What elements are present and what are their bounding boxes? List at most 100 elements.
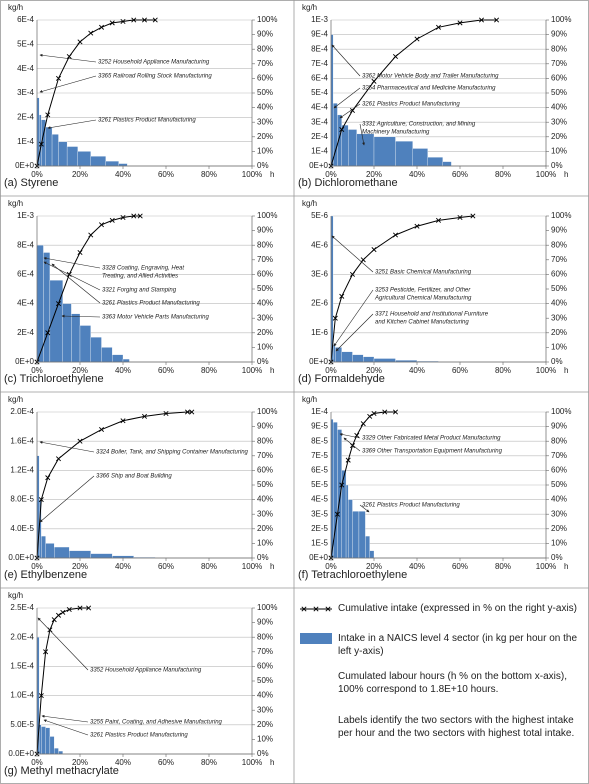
- bar: [58, 141, 68, 167]
- y2-tick-label: 0%: [257, 161, 269, 170]
- caption: (g) Methyl methacrylate: [4, 765, 119, 777]
- y-tick-label: 4E-4: [17, 299, 34, 308]
- cumulative-marker: [382, 409, 388, 415]
- y2-tick-label: 50%: [551, 284, 567, 293]
- x-tick-label: 40%: [409, 562, 425, 571]
- cumulative-marker: [98, 427, 105, 433]
- bar: [348, 129, 357, 167]
- y-tick-label: 0E+0: [15, 161, 34, 170]
- y2-tick-label: 60%: [257, 662, 273, 671]
- y-tick-label: 8.0E-5: [10, 495, 34, 504]
- annotation-arrow: [343, 437, 361, 452]
- x-axis-label: h: [564, 170, 568, 179]
- cumulative-marker: [349, 108, 356, 114]
- y2-tick-label: 70%: [257, 451, 273, 460]
- annotation-arrow: [359, 123, 366, 146]
- annotation: 3253 Pesticide, Fertilizer, and Other: [375, 288, 471, 294]
- cumulative-marker: [141, 17, 148, 23]
- y-axis-label: kg/h: [8, 199, 23, 208]
- y-tick-label: 1E-6: [311, 328, 328, 337]
- y-axis-label: kg/h: [8, 591, 23, 600]
- y2-tick-label: 100%: [551, 407, 571, 416]
- cumulative-marker: [66, 53, 72, 60]
- bar: [51, 134, 59, 167]
- cumulative-marker: [392, 409, 399, 415]
- annotation: 3261 Plastics Product Manufacturing: [102, 301, 200, 307]
- annotation-arrow: [47, 119, 97, 130]
- cumulative-marker: [38, 693, 44, 699]
- legend-marker: [313, 606, 319, 612]
- annotation-arrow: [39, 53, 97, 63]
- cumulative-marker: [371, 78, 377, 84]
- caption: (a) Styrene: [4, 177, 58, 189]
- bar: [442, 161, 452, 167]
- x-axis-label: h: [270, 562, 274, 571]
- y-tick-label: 4E-4: [17, 64, 34, 73]
- bar: [332, 344, 336, 363]
- y2-tick-label: 80%: [257, 436, 273, 445]
- y2-tick-label: 0%: [551, 161, 563, 170]
- bar: [337, 429, 342, 559]
- bar: [105, 160, 119, 167]
- cumulative-marker: [349, 443, 356, 449]
- x-tick-label: 40%: [115, 170, 131, 179]
- annotation-arrow: [41, 714, 89, 723]
- annotation: 3366 Ship and Boat Building: [96, 474, 172, 480]
- bar: [101, 347, 113, 363]
- cumulative-marker: [120, 18, 126, 24]
- y2-tick-label: 100%: [257, 603, 277, 612]
- y2-tick-label: 80%: [551, 44, 567, 53]
- y2-tick-label: 70%: [551, 59, 567, 68]
- y-tick-label: 7E-5: [311, 451, 328, 460]
- bar: [373, 358, 396, 363]
- cumulative-marker: [137, 213, 143, 219]
- cumulative-marker: [184, 409, 191, 415]
- cumulative-marker: [109, 20, 115, 26]
- bar: [363, 356, 375, 363]
- y-tick-label: 5E-5: [311, 480, 328, 489]
- y2-tick-label: 20%: [551, 132, 567, 141]
- cumulative-marker: [414, 36, 420, 42]
- x-tick-label: 0%: [31, 366, 43, 375]
- x-tick-label: 0%: [31, 562, 43, 571]
- y2-tick-label: 90%: [257, 30, 273, 39]
- y-tick-label: 5E-4: [17, 39, 34, 48]
- x-axis-label: h: [270, 170, 274, 179]
- legend-bar-label: Intake in a NAICS level 4 sector (in kg …: [338, 633, 578, 657]
- annotation-arrow: [333, 289, 374, 347]
- y-tick-label: 1.0E-4: [10, 691, 34, 700]
- annotation-arrow: [339, 103, 361, 119]
- axes: [330, 20, 547, 167]
- annotation: Treating, and Allied Activities: [102, 274, 178, 280]
- y2-tick-label: 40%: [551, 103, 567, 112]
- y2-tick-label: 50%: [551, 88, 567, 97]
- x-tick-label: 100%: [536, 562, 556, 571]
- annotation-arrow: [43, 256, 101, 269]
- y2-tick-label: 10%: [257, 147, 273, 156]
- cumulative-marker: [152, 17, 158, 23]
- bar: [341, 124, 349, 167]
- x-tick-label: 20%: [72, 562, 88, 571]
- x-tick-label: 40%: [115, 562, 131, 571]
- annotation: 3324 Boiler, Tank, and Shipping Containe…: [96, 450, 249, 456]
- annotation: 3251 Basic Chemical Manufacturing: [375, 270, 472, 276]
- y2-tick-label: 40%: [551, 299, 567, 308]
- y2-tick-label: 90%: [257, 422, 273, 431]
- y2-tick-label: 80%: [551, 436, 567, 445]
- y2-tick-label: 20%: [257, 524, 273, 533]
- annotation-arrow: [61, 314, 101, 318]
- x-tick-label: 100%: [536, 366, 556, 375]
- y2-tick-label: 0%: [257, 553, 269, 562]
- y-tick-label: 2.0E-4: [10, 632, 34, 641]
- annotation: 3362 Motor Vehicle Body and Trailer Manu…: [362, 74, 499, 80]
- y-axis-label: kg/h: [302, 3, 317, 12]
- x-tick-label: 60%: [158, 366, 174, 375]
- x-tick-label: 80%: [495, 562, 511, 571]
- y2-tick-label: 30%: [257, 313, 273, 322]
- x-tick-label: 80%: [201, 562, 217, 571]
- y-tick-label: 2.0E-4: [10, 407, 34, 416]
- annotation-arrow: [331, 235, 374, 273]
- cumulative-marker: [414, 223, 420, 229]
- x-tick-label: 60%: [452, 562, 468, 571]
- y2-tick-label: 60%: [257, 270, 273, 279]
